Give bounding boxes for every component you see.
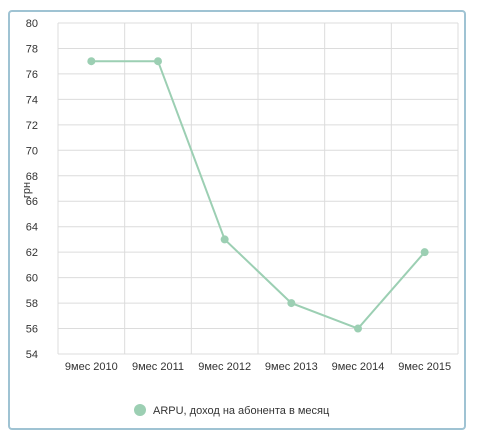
chart-frame: [8, 10, 466, 430]
x-axis-ticks: 9мес 2010 9мес 2011 9мес 2012 9мес 2013 9мес…: [65, 361, 451, 373]
y-tick-label: 74: [26, 94, 38, 106]
y-tick-label: 64: [26, 222, 38, 234]
x-tick-label: 9мес 2010: [65, 361, 118, 373]
y-tick-label: 78: [26, 43, 38, 55]
legend: ARPU, доход на абонента в месяц: [134, 404, 330, 417]
y-tick-label: 60: [26, 273, 38, 285]
data-point: [154, 57, 162, 66]
x-tick-label: 9мес 2012: [198, 361, 251, 373]
grid-lines: [57, 22, 459, 355]
x-tick-label: 9мес 2015: [398, 361, 451, 373]
y-tick-label: 72: [26, 120, 38, 132]
y-tick-label: 58: [26, 298, 38, 310]
data-point: [87, 57, 96, 66]
legend-marker: [134, 404, 146, 416]
x-tick-label: 9мес 2013: [265, 361, 318, 373]
y-tick-label: 70: [26, 145, 38, 157]
y-tick-label: 68: [26, 171, 38, 183]
y-tick-label: 56: [26, 324, 38, 336]
y-tick-label: 54: [26, 349, 38, 361]
x-tick-label: 9мес 2011: [132, 361, 184, 373]
series-line: [91, 60, 426, 330]
y-axis-ticks: 54 56 58 60 62 64 66 68 70 72 74 76 78 80: [26, 18, 38, 361]
data-point: [354, 324, 362, 333]
y-tick-label: 62: [26, 247, 38, 259]
y-axis-label: грн: [21, 182, 33, 198]
y-tick-label: 76: [26, 69, 38, 81]
y-tick-label: 80: [26, 18, 38, 30]
data-point: [220, 235, 229, 244]
data-point: [287, 299, 296, 308]
legend-label: ARPU, доход на абонента в месяц: [153, 405, 330, 417]
y-tick-label: 66: [26, 196, 38, 208]
data-point: [420, 248, 429, 257]
x-tick-label: 9мес 2014: [332, 361, 385, 373]
series-layer: [87, 57, 429, 333]
